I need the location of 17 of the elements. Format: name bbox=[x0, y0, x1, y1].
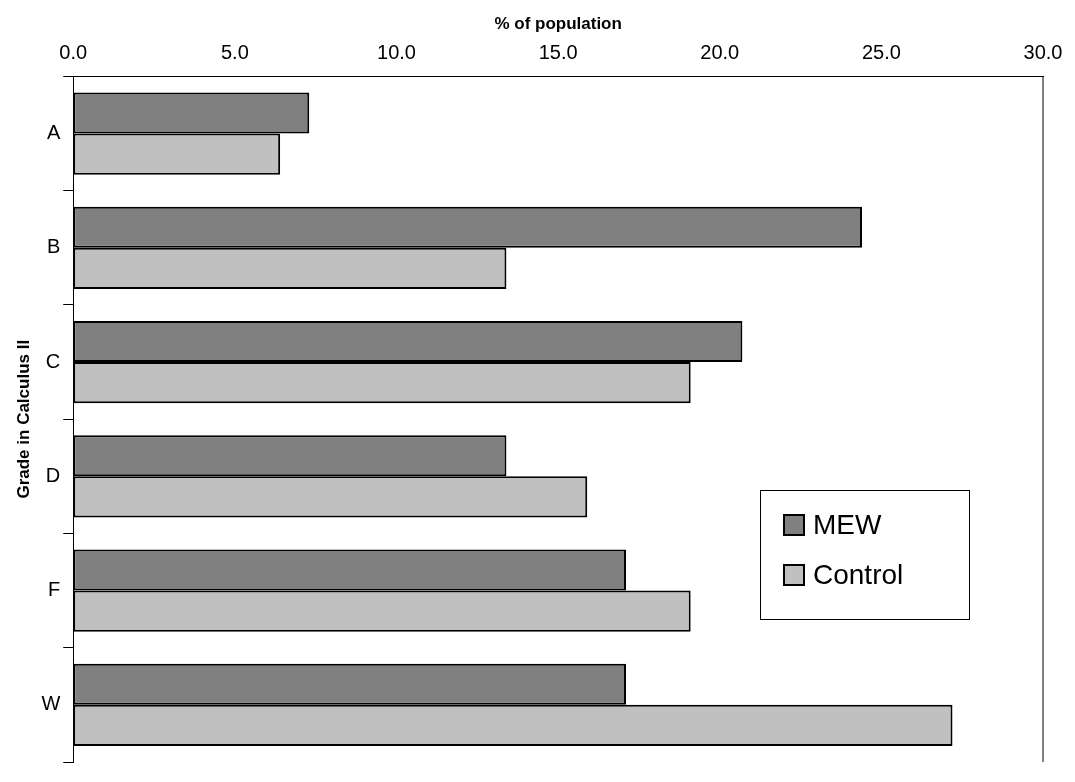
x-tick-label: 0.0 bbox=[59, 40, 88, 63]
y-tick-label: D bbox=[45, 463, 61, 486]
y-tick-label: C bbox=[45, 349, 61, 372]
x-tick-label: 25.0 bbox=[861, 40, 901, 63]
x-axis-title: % of population bbox=[494, 13, 622, 33]
y-tick-label: A bbox=[46, 121, 61, 144]
legend-label: MEW bbox=[813, 509, 882, 541]
y-axis-title: Grade in Calculus II bbox=[13, 339, 33, 499]
x-tick-label: 5.0 bbox=[220, 40, 249, 63]
legend-label: Control bbox=[813, 559, 904, 591]
x-tick-label: 20.0 bbox=[700, 40, 740, 63]
x-tick-label: 30.0 bbox=[1023, 40, 1063, 63]
y-tick-label: F bbox=[48, 578, 61, 601]
x-tick-label: 15.0 bbox=[538, 40, 578, 63]
y-tick-label: W bbox=[41, 692, 61, 715]
y-tick-label: B bbox=[46, 235, 61, 258]
x-tick-label: 10.0 bbox=[377, 40, 416, 63]
